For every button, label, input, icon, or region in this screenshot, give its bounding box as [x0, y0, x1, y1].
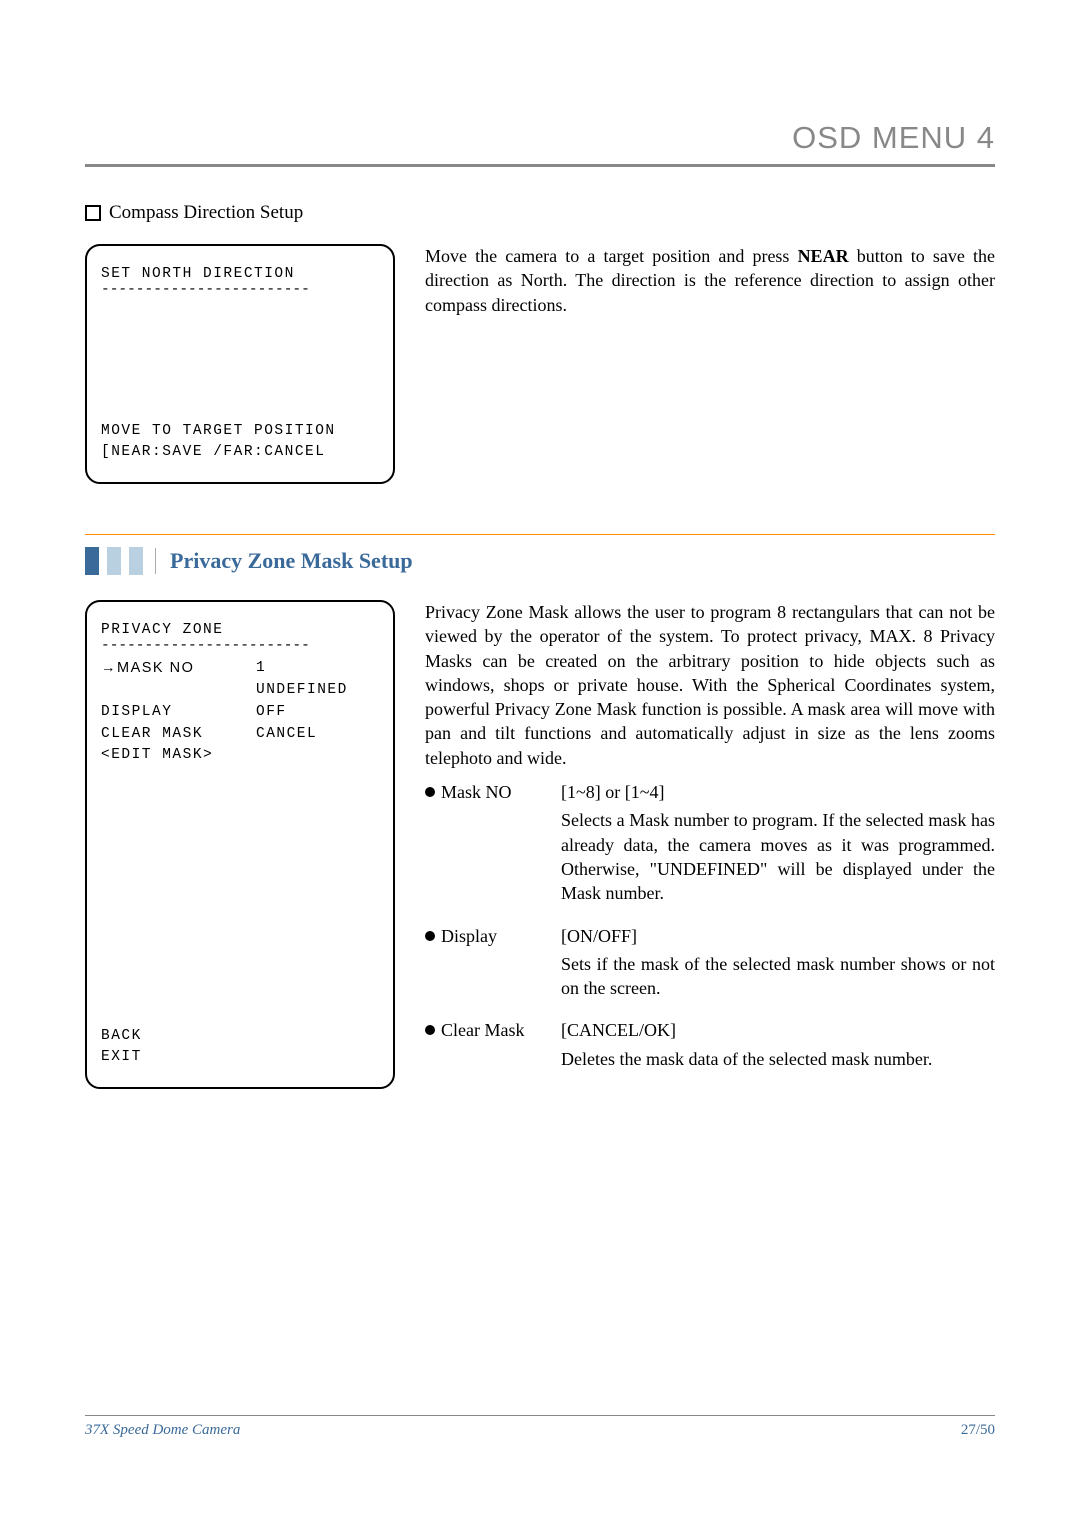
bar-dark-icon	[85, 547, 99, 575]
compass-checkbox-row: Compass Direction Setup	[85, 202, 995, 224]
footer-product-name: 37X Speed Dome Camera	[85, 1422, 240, 1439]
osd-row-label: DISPLAY	[101, 702, 256, 724]
item-value: [ON/OFF]	[561, 924, 995, 948]
bar-light-icon	[129, 547, 143, 575]
bar-light-icon	[107, 547, 121, 575]
osd-back: BACK	[101, 1026, 379, 1048]
compass-osd-box: SET NORTH DIRECTION --------------------…	[85, 244, 395, 484]
item-desc: Sets if the mask of the selected mask nu…	[561, 952, 995, 1001]
item-label: Clear Mask	[441, 1018, 561, 1071]
osd-row-label: →MASK NO	[101, 658, 256, 680]
item-desc: Deletes the mask data of the selected ma…	[561, 1047, 995, 1071]
bullet-icon	[425, 787, 435, 797]
osd-row-value: OFF	[256, 702, 379, 724]
osd-divider: ------------------------	[101, 639, 379, 654]
item-row-display: Display [ON/OFF] Sets if the mask of the…	[425, 924, 995, 1001]
osd-row: DISPLAY OFF	[101, 702, 379, 724]
privacy-osd-box: PRIVACY ZONE ------------------------ →M…	[85, 600, 395, 1089]
item-row-clear-mask: Clear Mask [CANCEL/OK] Deletes the mask …	[425, 1018, 995, 1071]
osd-row: →MASK NO 1	[101, 658, 379, 680]
section-divider-line	[85, 534, 995, 535]
osd-row: CLEAR MASK CANCEL	[101, 724, 379, 746]
osd-row-value: CANCEL	[256, 724, 379, 746]
section-bars-icon	[85, 547, 143, 575]
item-label: Display	[441, 924, 561, 1001]
osd-row-value: UNDEFINED	[256, 680, 379, 702]
osd-row: UNDEFINED	[101, 680, 379, 702]
privacy-intro: Privacy Zone Mask allows the user to pro…	[425, 600, 995, 770]
bullet-icon	[425, 1025, 435, 1035]
page-header-title: OSD MENU 4	[85, 120, 995, 167]
osd-exit: EXIT	[101, 1047, 379, 1069]
compass-desc-bold: NEAR	[798, 246, 849, 266]
checkbox-icon	[85, 205, 101, 221]
item-value: [CANCEL/OK]	[561, 1018, 995, 1042]
osd-divider: ------------------------	[101, 283, 379, 298]
bullet-icon	[425, 931, 435, 941]
item-row-mask-no: Mask NO [1~8] or [1~4] Selects a Mask nu…	[425, 780, 995, 905]
osd-row-value	[256, 745, 379, 767]
compass-desc-p1: Move the camera to a target position and…	[425, 246, 798, 266]
page-footer: 37X Speed Dome Camera 27/50	[85, 1415, 995, 1439]
item-desc: Selects a Mask number to program. If the…	[561, 808, 995, 905]
compass-section-title: Compass Direction Setup	[109, 202, 303, 224]
compass-osd-line2: [NEAR:SAVE /FAR:CANCEL	[101, 442, 379, 464]
compass-description: Move the camera to a target position and…	[425, 244, 995, 484]
privacy-section-title: Privacy Zone Mask Setup	[155, 548, 413, 574]
item-label: Mask NO	[441, 780, 561, 905]
osd-row: <EDIT MASK>	[101, 745, 379, 767]
osd-row-label: CLEAR MASK	[101, 724, 256, 746]
privacy-section-header: Privacy Zone Mask Setup	[85, 547, 995, 575]
compass-osd-line1: MOVE TO TARGET POSITION	[101, 421, 379, 443]
osd-row-label	[101, 680, 256, 702]
item-value: [1~8] or [1~4]	[561, 780, 995, 804]
osd-row-value: 1	[256, 658, 379, 680]
osd-row-label: <EDIT MASK>	[101, 745, 256, 767]
footer-page-number: 27/50	[961, 1422, 995, 1439]
